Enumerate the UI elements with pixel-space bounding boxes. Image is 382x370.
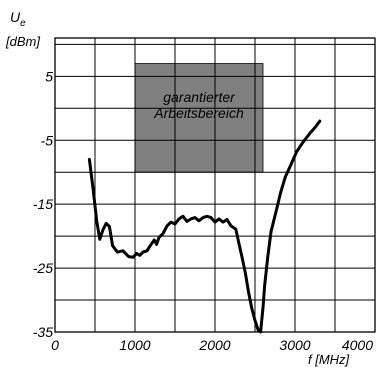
x-tick-label-4: 2000	[198, 337, 230, 353]
grid	[55, 38, 375, 332]
y-tick-label-2: -25	[33, 260, 53, 276]
y-axis-unit: [dBm]	[5, 34, 40, 49]
x-axis-label: f [MHz]	[308, 352, 350, 367]
plot-frame	[54, 37, 376, 333]
series-line	[87, 119, 322, 334]
y-tick-label-4: -15	[33, 196, 53, 212]
region-label-line2: Arbeitsbereich	[153, 105, 244, 121]
x-axis-tick-labels: 0 1000 2000 3000 4000	[51, 337, 373, 353]
region-label-line1: garantierter	[163, 89, 236, 105]
x-tick-label-6: 3000	[279, 337, 310, 353]
y-axis-symbol: U	[10, 9, 21, 25]
x-tick-label-0: 0	[51, 337, 59, 353]
y-axis-label: Ue	[10, 9, 26, 29]
y-tick-label-8: 5	[45, 68, 53, 84]
y-tick-label-6: -5	[41, 132, 54, 148]
y-axis-tick-labels: -35 -25 -15 -5 5	[33, 68, 53, 340]
guaranteed-operating-region	[134, 63, 264, 173]
y-axis-subscript: e	[20, 18, 26, 29]
x-tick-label-2: 1000	[119, 337, 150, 353]
x-tick-label-8: 4000	[342, 337, 373, 353]
y-tick-label-0: -35	[33, 324, 53, 340]
